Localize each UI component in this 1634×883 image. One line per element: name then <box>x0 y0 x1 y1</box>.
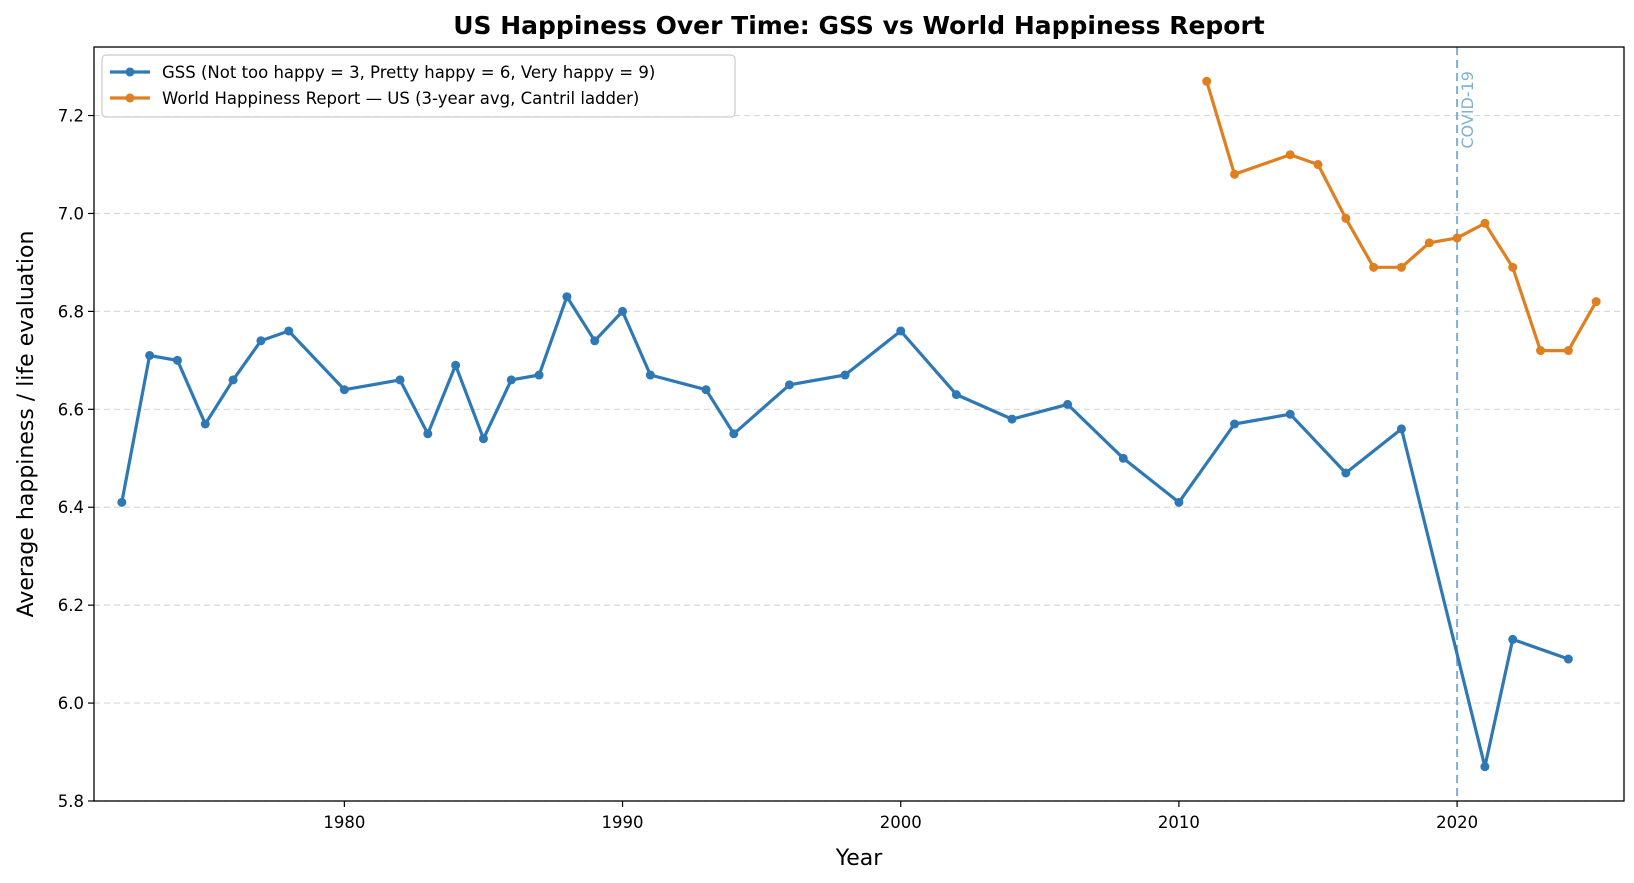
data-point <box>1508 634 1518 644</box>
x-tick-label: 1990 <box>602 813 644 832</box>
plot-frame <box>93 46 1625 802</box>
data-point <box>1536 346 1546 356</box>
data-point <box>1007 414 1017 424</box>
y-tick-label: 7.2 <box>58 107 84 126</box>
legend: GSS (Not too happy = 3, Pretty happy = 6… <box>101 54 736 118</box>
data-point <box>1230 169 1240 179</box>
covid-annotation: COVID-19 <box>1456 47 1477 801</box>
legend-entry: GSS (Not too happy = 3, Pretty happy = 6… <box>162 63 655 82</box>
data-point <box>256 336 266 346</box>
y-axis-label: Average happiness / life evaluation <box>14 231 39 618</box>
data-point <box>1396 262 1406 272</box>
data-point <box>1480 762 1490 772</box>
data-point <box>1508 262 1518 272</box>
data-point <box>1341 213 1351 223</box>
y-axis-ticks: 5.8 6.0 6.2 6.4 6.6 6.8 7.0 7.2 <box>58 107 94 811</box>
x-tick-label: 2000 <box>880 813 922 832</box>
y-tick-label: 7.0 <box>58 204 84 223</box>
legend-entry: World Happiness Report — US (3-year avg,… <box>162 89 639 108</box>
data-point <box>1341 468 1351 478</box>
data-point <box>1174 497 1184 507</box>
data-point <box>395 375 405 385</box>
data-point <box>1424 238 1434 248</box>
covid-label: COVID-19 <box>1458 71 1477 149</box>
y-tick-label: 5.8 <box>58 792 84 811</box>
data-point <box>145 350 155 360</box>
data-point <box>1313 160 1323 170</box>
data-point <box>701 385 711 395</box>
x-tick-label: 2010 <box>1158 813 1200 832</box>
data-point <box>1563 346 1573 356</box>
series-line <box>1205 80 1598 353</box>
y-tick-label: 6.2 <box>58 596 84 615</box>
x-tick-label: 1980 <box>323 813 365 832</box>
data-point <box>506 375 516 385</box>
data-point <box>1591 297 1601 307</box>
data-point <box>534 370 544 380</box>
x-tick-label: 2020 <box>1436 813 1478 832</box>
series-0 <box>117 292 1573 772</box>
x-axis-label: Year <box>835 846 884 871</box>
data-point <box>784 380 794 390</box>
data-point <box>590 336 600 346</box>
data-point <box>1563 654 1573 664</box>
data-point <box>228 375 238 385</box>
data-point <box>896 326 906 336</box>
y-tick-label: 6.4 <box>58 498 84 517</box>
data-point <box>339 385 349 395</box>
data-point <box>1063 399 1073 409</box>
data-point <box>562 292 572 302</box>
grid <box>94 114 1624 802</box>
data-point <box>729 429 739 439</box>
legend-marker <box>125 67 135 77</box>
data-point <box>1396 424 1406 434</box>
data-point <box>951 390 961 400</box>
data-point <box>451 360 461 370</box>
data-point <box>840 370 850 380</box>
y-tick-label: 6.6 <box>58 400 84 419</box>
data-point <box>645 370 655 380</box>
data-point <box>1230 419 1240 429</box>
y-tick-label: 6.8 <box>58 302 84 321</box>
data-point <box>1285 150 1295 160</box>
legend-marker <box>125 93 135 103</box>
data-point <box>1369 262 1379 272</box>
y-tick-label: 6.0 <box>58 694 84 713</box>
data-point <box>1202 76 1212 86</box>
data-point <box>117 497 127 507</box>
data-point <box>1118 453 1128 463</box>
series-1 <box>1202 76 1601 356</box>
data-point <box>284 326 294 336</box>
x-axis-ticks: 1980 1990 2000 2010 2020 <box>323 801 1478 832</box>
legend-box <box>101 54 736 118</box>
data-point <box>1452 233 1462 243</box>
data-point <box>1285 409 1295 419</box>
data-point <box>172 355 182 365</box>
chart-title: US Happiness Over Time: GSS vs World Hap… <box>453 11 1265 40</box>
data-point <box>423 429 433 439</box>
data-point <box>478 434 488 444</box>
series-layer <box>117 76 1601 772</box>
data-point <box>1480 218 1490 228</box>
data-point <box>618 306 628 316</box>
data-point <box>200 419 210 429</box>
